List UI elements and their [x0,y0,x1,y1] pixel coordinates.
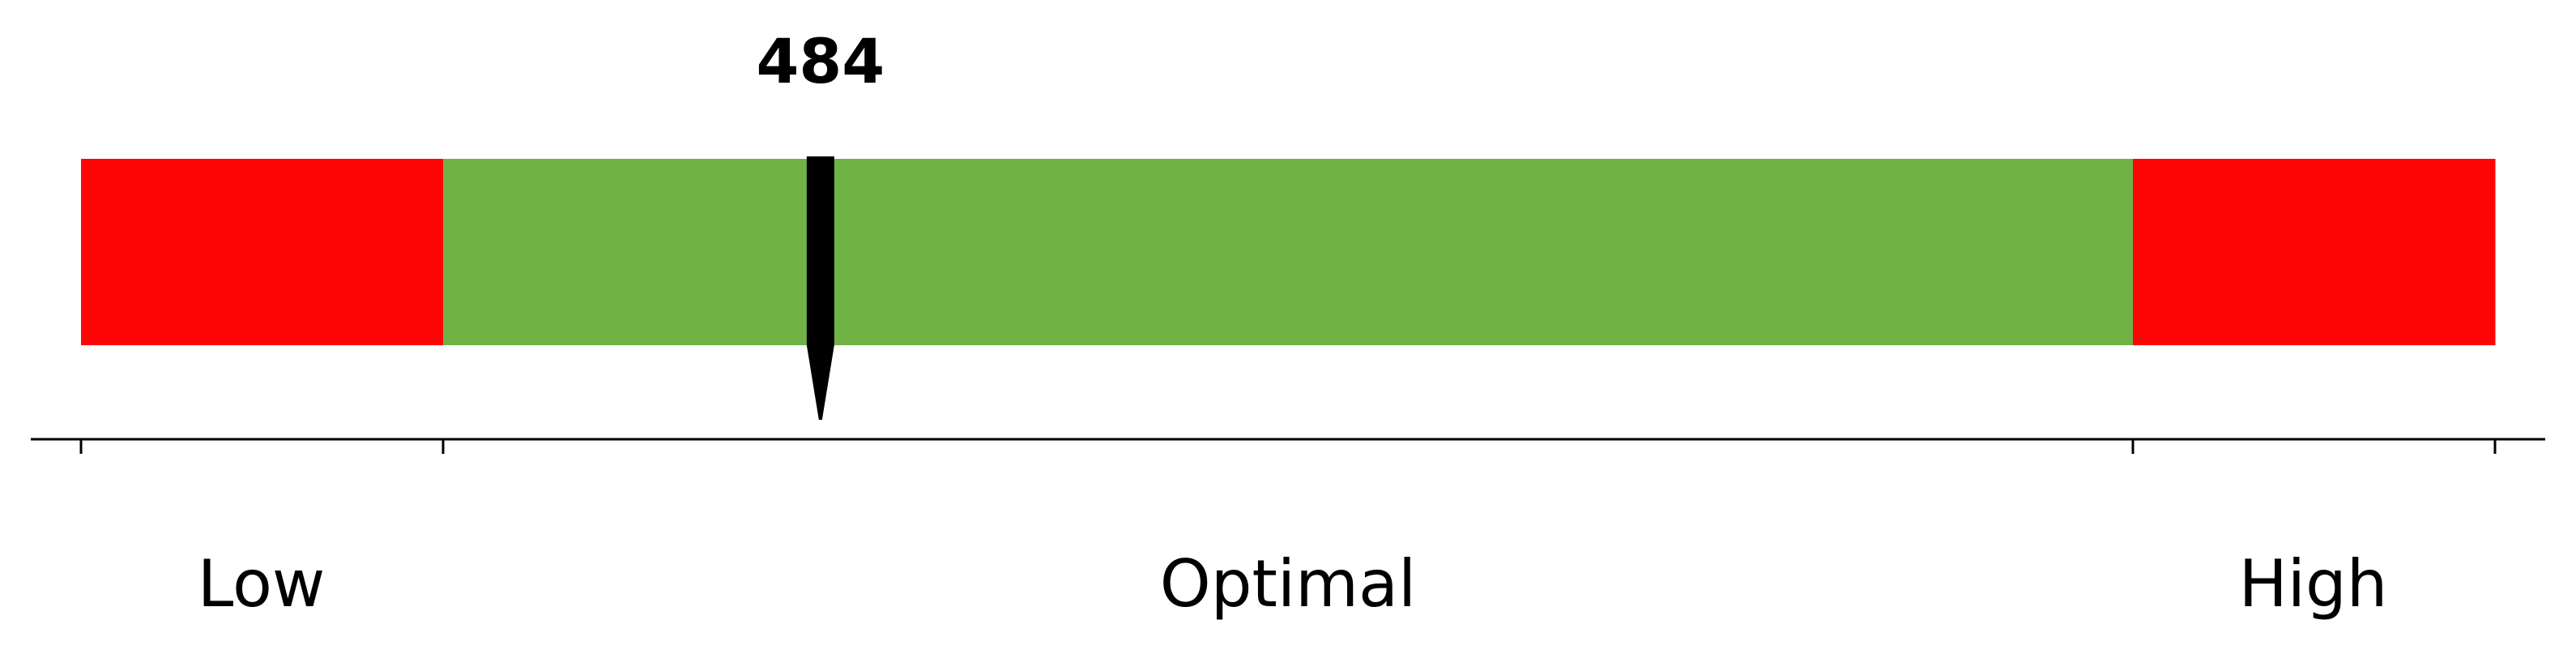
zone-label-low: Low [198,546,326,622]
value-pointer [806,156,834,420]
zone-label-optimal: Optimal [1160,546,1417,622]
gauge-segment-3 [2133,159,2496,345]
zone-label-high: High [2239,546,2388,622]
pointer-spike [806,345,834,420]
x-axis-ticks [79,439,2497,454]
pointer-bar [806,156,834,345]
gauge-segment-2 [443,159,2134,345]
gauge-segments [81,159,2496,345]
zone-labels: Low Optimal High [198,546,2388,622]
value-label: 484 [757,25,885,97]
gauge-segment-1 [81,159,444,345]
